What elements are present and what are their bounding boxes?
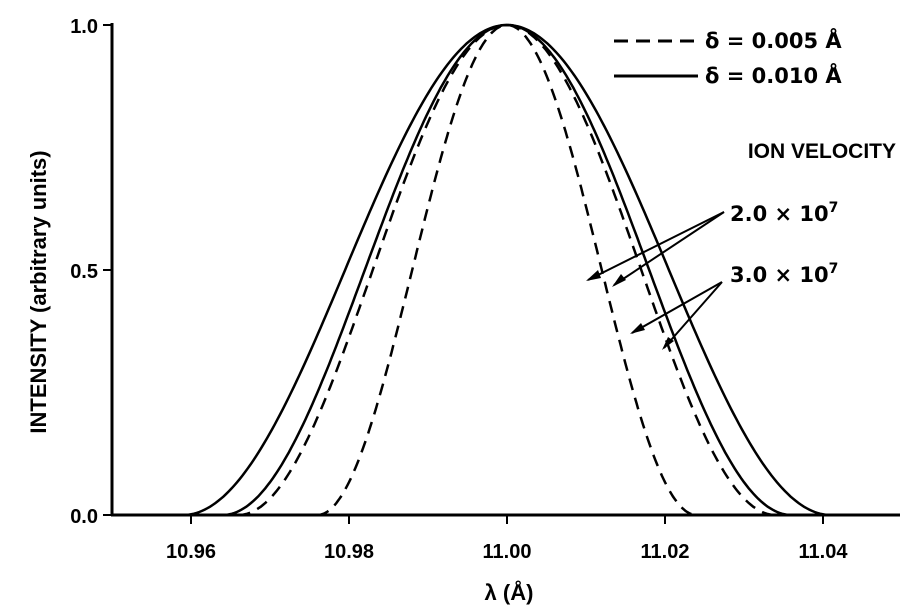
- x-axis-ticks: 10.96 10.98 11.00 11.02 11.04: [166, 515, 848, 563]
- y-axis-label: INTENSITY (arbitrary units): [26, 150, 51, 433]
- series-dashed-line-1: [238, 23, 776, 517]
- annotation-label-2e7-base: 2.0 × 10: [730, 202, 829, 226]
- annotation-label-3e7-exponent: 7: [829, 261, 839, 277]
- annotation-label-2e7: 2.0 × 107: [730, 200, 838, 226]
- annotation-label-3e7: 3.0 × 107: [730, 261, 838, 287]
- y-tick-label: 1.0: [70, 16, 98, 38]
- pointer-2e7-solid: [613, 211, 725, 286]
- arrowhead-2e7-dashed: [586, 270, 601, 281]
- x-tick-label: 10.96: [166, 541, 216, 563]
- y-axis-ticks: 0.0 0.5 1.0: [70, 16, 112, 528]
- x-tick-label: 11.00: [483, 541, 532, 563]
- annotation-label-3e7-base: 3.0 × 10: [730, 263, 829, 287]
- ion-velocity-annotation: ION VELOCITY 2.0 × 107 3.0 × 107: [586, 140, 896, 350]
- pointer-3e7-solid: [663, 281, 723, 349]
- y-tick-label: 0.5: [70, 261, 98, 283]
- x-axis-label: λ (Å): [485, 579, 534, 605]
- x-tick-label: 10.98: [324, 541, 374, 563]
- x-tick-label: 11.02: [641, 541, 690, 563]
- legend-label-dashed: δ = 0.005 Å: [705, 28, 842, 53]
- series-dashed-line-0: [317, 23, 697, 517]
- x-tick-label: 11.04: [799, 541, 849, 563]
- annotation-title: ION VELOCITY: [748, 140, 896, 163]
- plot-area: [183, 23, 831, 517]
- y-tick-label: 0.0: [70, 506, 98, 528]
- arrowhead-3e7-solid: [662, 337, 674, 350]
- legend: δ = 0.005 Å δ = 0.010 Å: [614, 28, 842, 88]
- series-solid-line-2: [222, 23, 792, 517]
- pointer-2e7-dashed: [587, 211, 725, 281]
- series-solid-line-3: [183, 23, 831, 517]
- pointer-3e7-dashed: [631, 281, 723, 334]
- legend-label-solid: δ = 0.010 Å: [705, 63, 842, 88]
- arrowhead-2e7-solid: [612, 274, 626, 287]
- annotation-label-2e7-exponent: 7: [829, 200, 839, 216]
- arrowhead-3e7-dashed: [630, 323, 645, 334]
